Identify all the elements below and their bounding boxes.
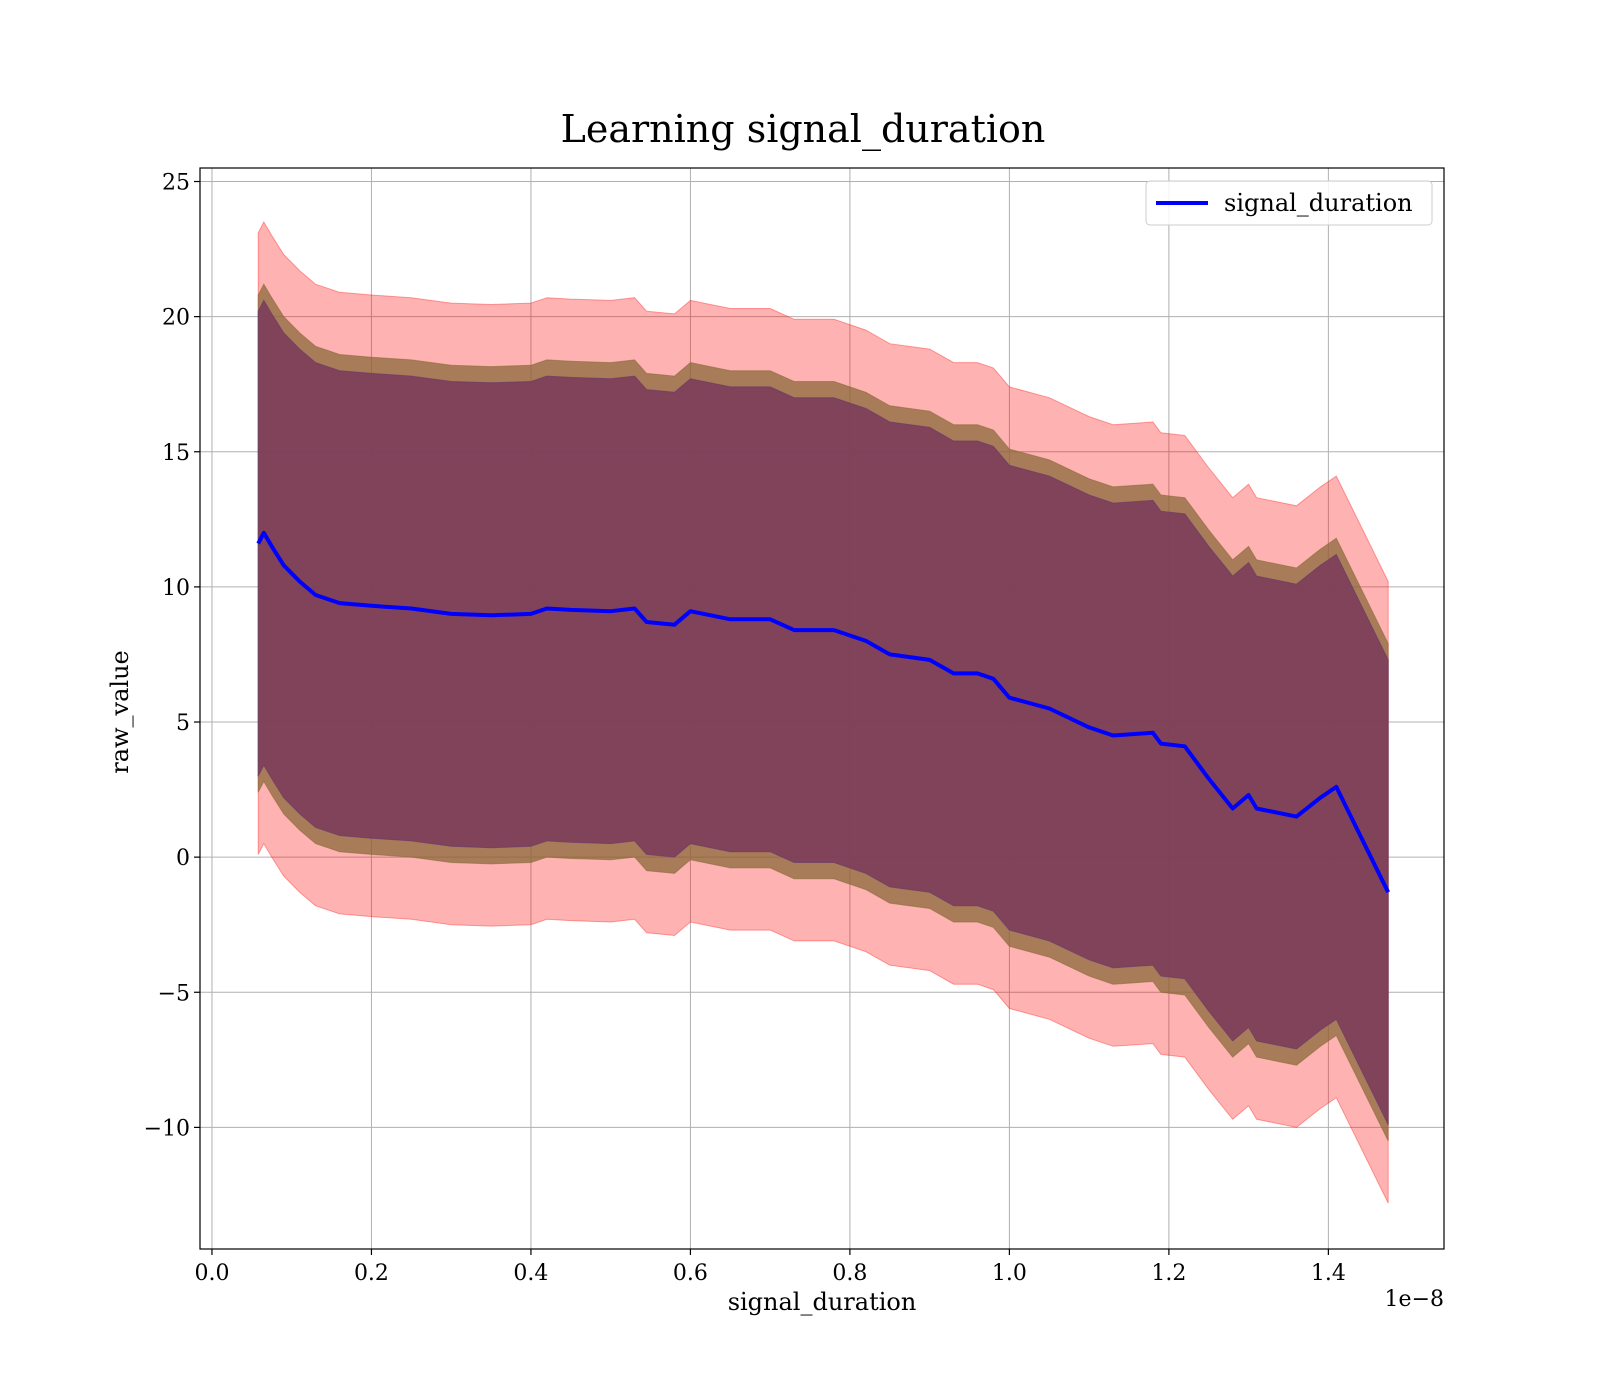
x-axis-ticks: 0.0 0.2 0.4 0.6 0.8 1.0 1.2 1.4 <box>194 1249 1346 1286</box>
x-tick-label: 0.0 <box>194 1261 229 1286</box>
legend-box <box>1145 180 1433 226</box>
x-tick-label: 1.0 <box>992 1261 1027 1286</box>
x-tick-label: 0.2 <box>354 1261 389 1286</box>
y-tick-label: 0 <box>176 846 190 871</box>
series-line-signal-duration <box>256 530 1390 894</box>
y-tick-label: 20 <box>162 306 190 331</box>
y-tick-label: 15 <box>162 441 190 466</box>
x-tick-label: 0.4 <box>513 1261 548 1286</box>
x-tick-label: 0.6 <box>673 1261 708 1286</box>
x-tick-label: 1.2 <box>1151 1261 1186 1286</box>
band-inner <box>257 299 1389 1125</box>
x-tick-label: 1.4 <box>1311 1261 1346 1286</box>
plot-frame <box>199 167 1445 1250</box>
y-tick-label: −10 <box>144 1116 190 1141</box>
chart-title: Learning signal_duration <box>561 107 1046 152</box>
y-tick-label: 25 <box>162 171 190 196</box>
x-axis-label: signal_duration <box>728 1288 917 1316</box>
y-tick-label: −5 <box>158 981 190 1006</box>
x-axis-offset-label: 1e−8 <box>1385 1287 1444 1312</box>
y-tick-label: 10 <box>162 576 190 601</box>
x-tick-label: 0.8 <box>832 1261 867 1286</box>
legend-label: signal_duration <box>1224 189 1413 217</box>
bands <box>257 220 1389 1204</box>
y-axis-ticks: −10 −5 0 5 10 15 20 25 <box>144 171 200 1141</box>
legend: signal_duration <box>1145 180 1433 226</box>
y-tick-label: 5 <box>176 711 190 736</box>
y-axis-label: raw_value <box>106 650 134 774</box>
